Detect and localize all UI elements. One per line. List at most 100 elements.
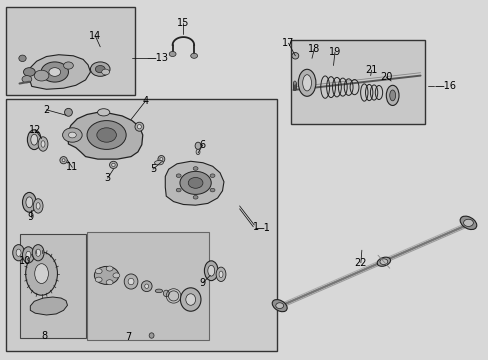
Circle shape [176, 174, 181, 177]
Bar [6, 99, 277, 351]
Ellipse shape [293, 84, 296, 89]
Ellipse shape [216, 267, 225, 282]
Text: 10: 10 [19, 256, 32, 266]
Ellipse shape [16, 249, 21, 256]
Text: 5: 5 [150, 164, 156, 174]
Ellipse shape [38, 137, 48, 151]
Ellipse shape [141, 281, 152, 292]
Ellipse shape [64, 108, 72, 116]
Circle shape [176, 188, 181, 192]
Ellipse shape [62, 159, 65, 162]
Ellipse shape [124, 274, 138, 289]
Ellipse shape [26, 251, 31, 258]
Circle shape [102, 69, 109, 75]
Circle shape [34, 70, 49, 81]
Circle shape [87, 121, 126, 149]
Ellipse shape [27, 130, 41, 150]
Text: 4: 4 [142, 96, 148, 106]
Text: 9: 9 [28, 212, 34, 222]
Ellipse shape [36, 249, 41, 256]
Text: —13: —13 [146, 53, 168, 63]
Circle shape [113, 273, 120, 278]
Circle shape [95, 277, 102, 282]
Text: 12: 12 [29, 125, 41, 135]
Ellipse shape [196, 149, 200, 155]
Ellipse shape [111, 163, 115, 166]
Ellipse shape [293, 81, 296, 85]
Text: —1: —1 [254, 222, 269, 233]
Ellipse shape [33, 199, 43, 213]
Ellipse shape [22, 247, 34, 263]
Ellipse shape [13, 245, 24, 261]
Ellipse shape [144, 284, 148, 288]
Ellipse shape [154, 161, 163, 165]
Circle shape [22, 76, 32, 83]
Text: 11: 11 [66, 162, 79, 172]
Ellipse shape [97, 109, 109, 116]
Text: 19: 19 [328, 47, 341, 57]
Ellipse shape [149, 333, 154, 338]
Text: 18: 18 [307, 44, 320, 54]
Ellipse shape [185, 294, 195, 305]
Circle shape [68, 132, 76, 138]
Circle shape [210, 174, 215, 177]
Text: 17: 17 [282, 38, 294, 48]
Circle shape [94, 266, 119, 284]
Ellipse shape [128, 278, 134, 285]
Polygon shape [67, 112, 142, 159]
Ellipse shape [36, 203, 40, 209]
Circle shape [23, 68, 35, 76]
Text: 8: 8 [41, 330, 47, 341]
Circle shape [49, 68, 61, 76]
Ellipse shape [389, 90, 395, 101]
Ellipse shape [26, 252, 58, 295]
Ellipse shape [31, 134, 38, 145]
Ellipse shape [180, 288, 201, 311]
Text: 6: 6 [200, 140, 205, 150]
Text: 20: 20 [379, 72, 392, 82]
Ellipse shape [272, 300, 286, 312]
Circle shape [90, 62, 110, 76]
Ellipse shape [135, 122, 143, 131]
Circle shape [95, 66, 105, 73]
Circle shape [275, 303, 283, 309]
Ellipse shape [32, 245, 44, 261]
Text: 15: 15 [177, 18, 189, 28]
Circle shape [106, 280, 113, 285]
Circle shape [463, 219, 472, 226]
Ellipse shape [219, 271, 223, 278]
Circle shape [169, 51, 176, 57]
Text: 2: 2 [43, 105, 49, 115]
Text: 14: 14 [89, 31, 102, 41]
Ellipse shape [195, 142, 201, 149]
Ellipse shape [109, 161, 117, 168]
Ellipse shape [41, 141, 45, 147]
Ellipse shape [26, 197, 33, 208]
Circle shape [63, 62, 73, 69]
Ellipse shape [155, 289, 162, 293]
Ellipse shape [291, 53, 298, 59]
Ellipse shape [386, 85, 398, 105]
Ellipse shape [22, 192, 36, 212]
Circle shape [379, 259, 387, 265]
Ellipse shape [293, 82, 296, 86]
Circle shape [106, 266, 113, 271]
Ellipse shape [137, 125, 141, 129]
Ellipse shape [293, 83, 296, 87]
Ellipse shape [207, 265, 214, 276]
Ellipse shape [35, 264, 48, 284]
Circle shape [97, 128, 116, 142]
Polygon shape [30, 297, 67, 315]
Ellipse shape [158, 156, 164, 163]
Bar [87, 232, 209, 340]
Text: 9: 9 [200, 278, 205, 288]
Text: —16: —16 [433, 81, 455, 91]
Text: 7: 7 [125, 332, 131, 342]
Circle shape [210, 188, 215, 192]
Text: 1: 1 [253, 222, 259, 232]
Ellipse shape [298, 69, 315, 96]
Ellipse shape [293, 85, 296, 90]
Ellipse shape [376, 257, 390, 266]
Ellipse shape [302, 75, 311, 91]
Ellipse shape [60, 157, 67, 164]
